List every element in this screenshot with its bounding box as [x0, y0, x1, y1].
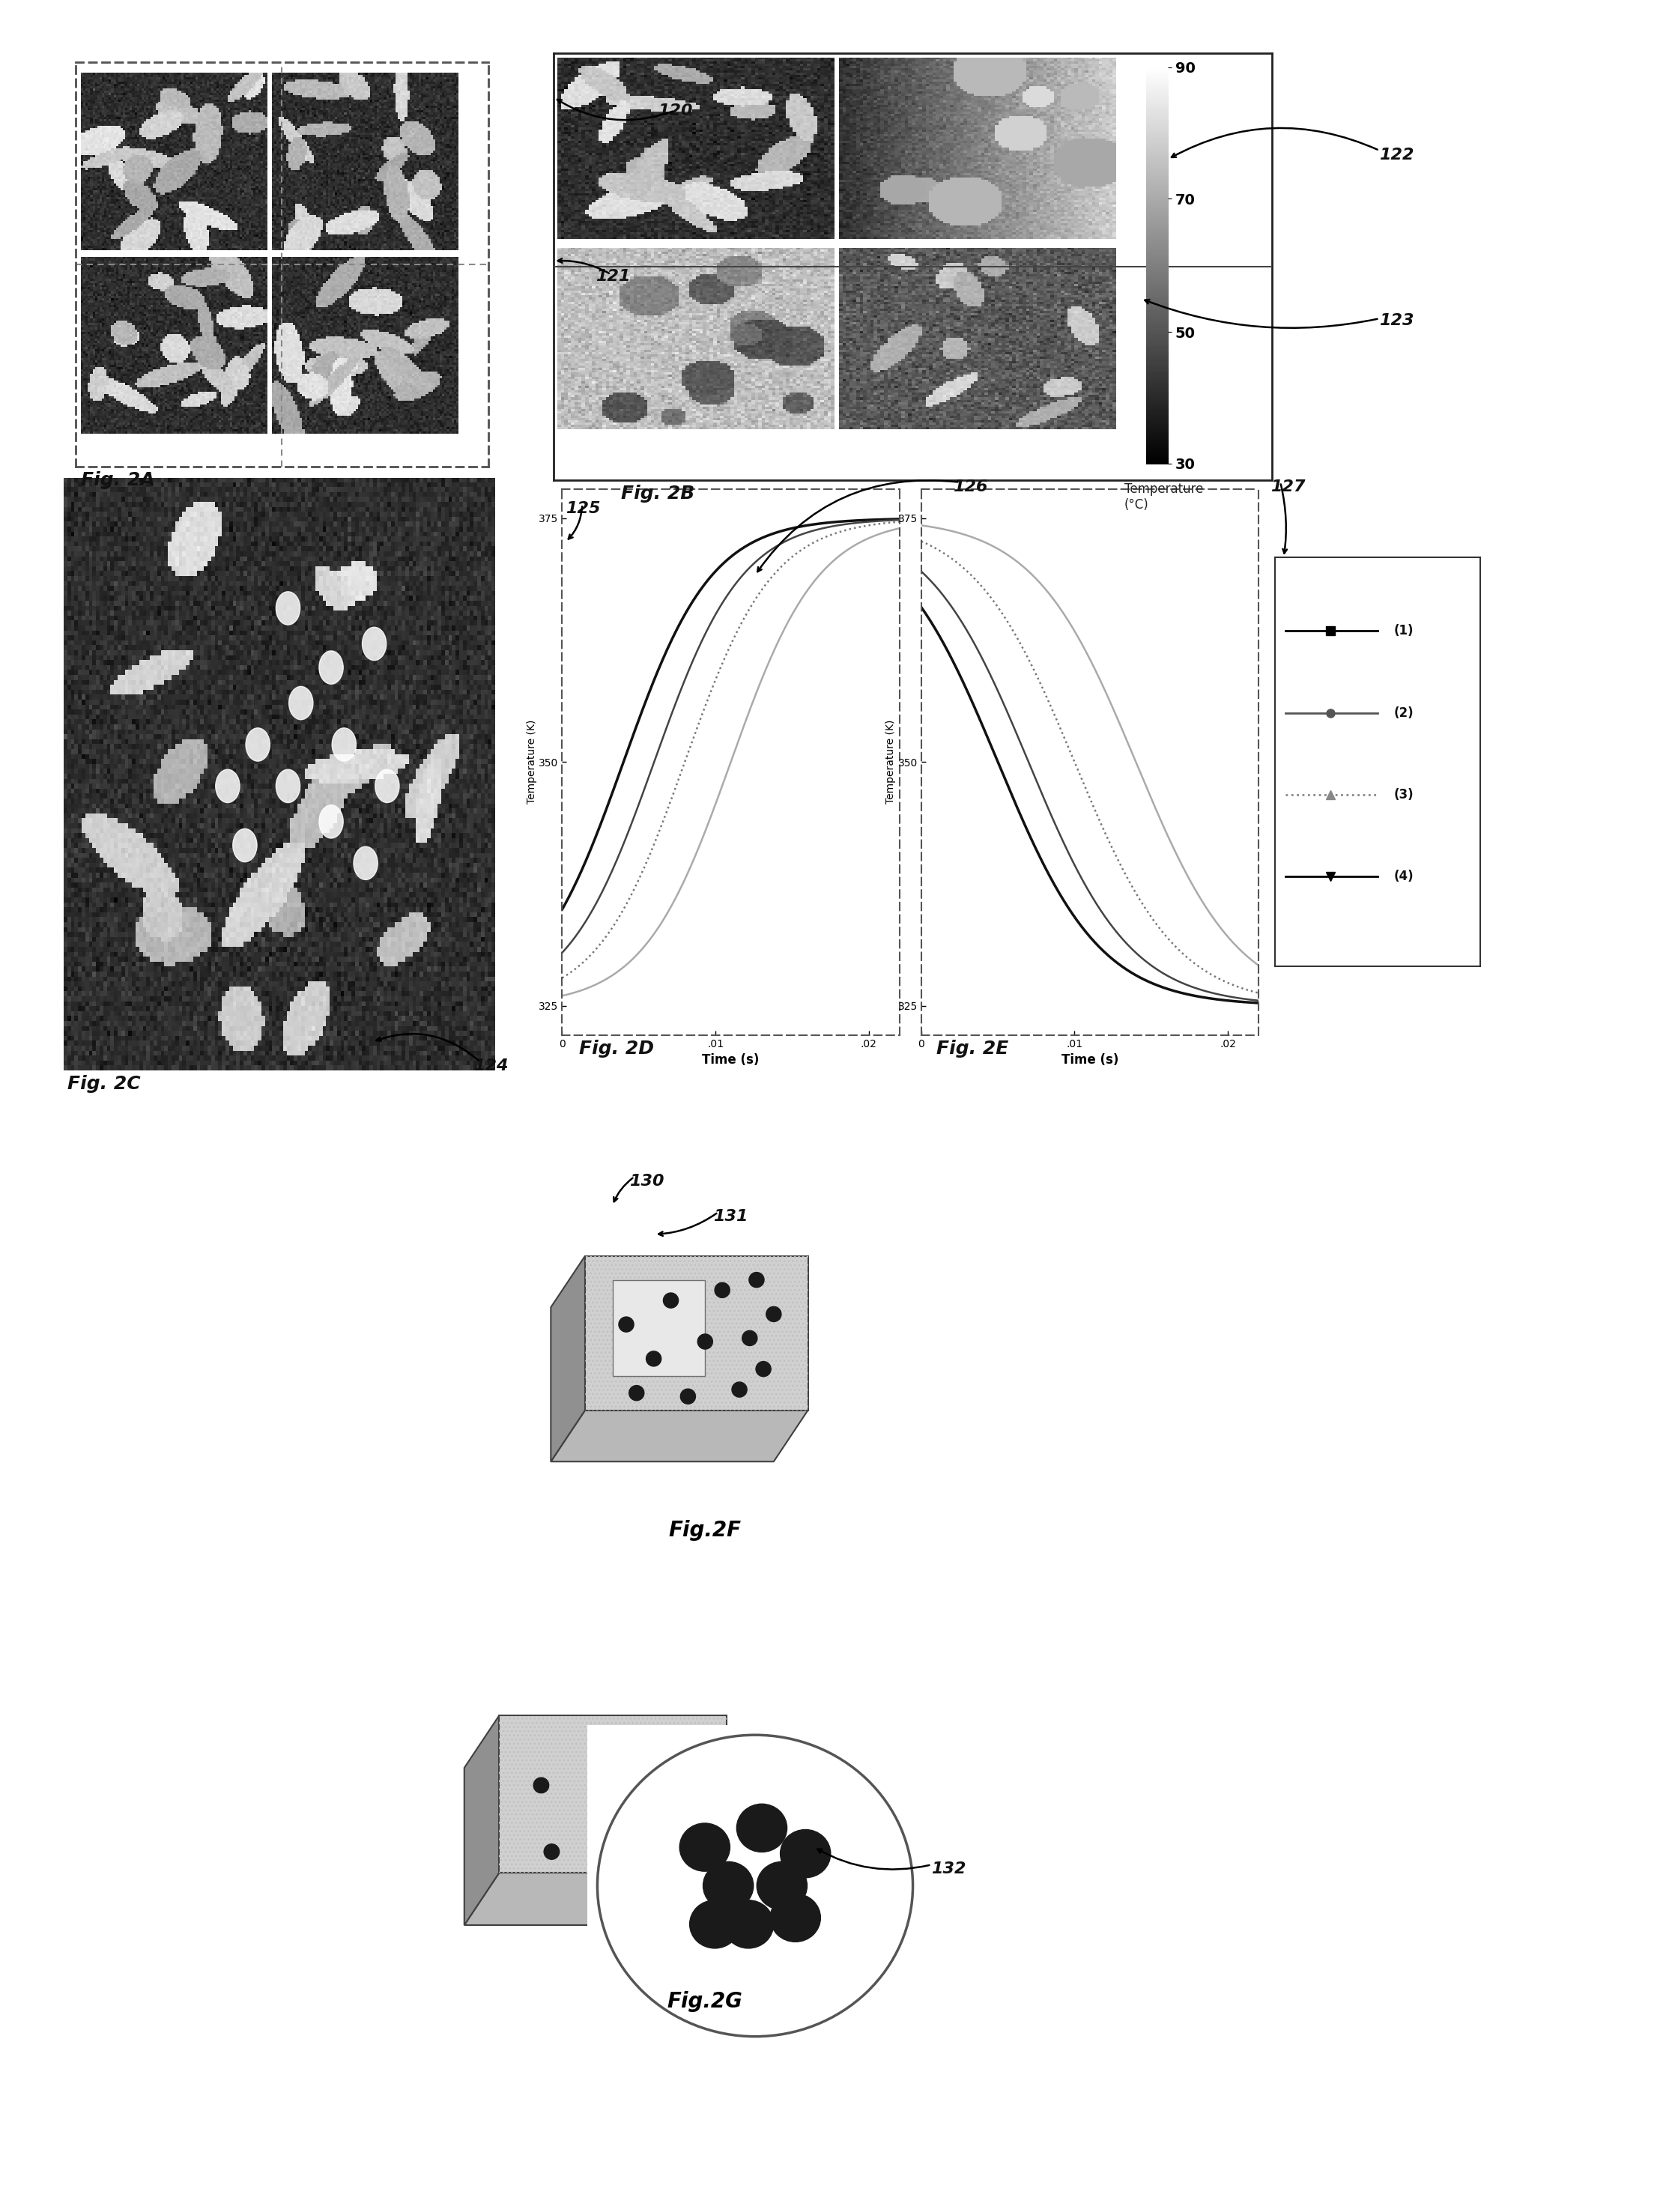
Circle shape	[544, 1845, 559, 1860]
Text: (3): (3)	[1394, 787, 1415, 801]
Text: Fig.2G: Fig.2G	[666, 1991, 743, 2011]
Circle shape	[659, 1836, 675, 1851]
Circle shape	[245, 728, 270, 761]
Circle shape	[742, 1332, 757, 1345]
Text: Fig. 2E: Fig. 2E	[936, 1040, 1008, 1057]
Circle shape	[737, 1805, 787, 1851]
Polygon shape	[586, 1256, 809, 1411]
Circle shape	[690, 1900, 740, 1949]
Circle shape	[275, 591, 300, 624]
Circle shape	[275, 770, 300, 803]
Circle shape	[755, 1360, 770, 1376]
Text: (4): (4)	[1394, 869, 1415, 883]
Text: 132: 132	[931, 1863, 967, 1876]
Text: 124: 124	[473, 1060, 508, 1073]
Circle shape	[233, 830, 257, 863]
Polygon shape	[612, 1281, 705, 1376]
Text: 125: 125	[565, 502, 601, 515]
Text: Fig. 2C: Fig. 2C	[67, 1075, 141, 1093]
Circle shape	[703, 1863, 753, 1909]
Circle shape	[604, 1847, 619, 1863]
Text: 127: 127	[1270, 480, 1305, 493]
Circle shape	[698, 1334, 713, 1349]
X-axis label: Time (s): Time (s)	[701, 1053, 760, 1066]
Polygon shape	[550, 1256, 586, 1462]
Circle shape	[362, 628, 386, 661]
Circle shape	[332, 728, 356, 761]
Circle shape	[748, 1272, 763, 1287]
Text: 120: 120	[658, 104, 693, 117]
Text: Fig. 2D: Fig. 2D	[579, 1040, 654, 1057]
Circle shape	[767, 1307, 782, 1323]
Circle shape	[589, 1767, 604, 1783]
Circle shape	[770, 1893, 821, 1942]
Circle shape	[354, 847, 378, 880]
Text: 121: 121	[596, 270, 631, 283]
Circle shape	[215, 770, 240, 803]
Circle shape	[723, 1900, 774, 1949]
Circle shape	[757, 1863, 807, 1909]
Text: (2): (2)	[1394, 706, 1415, 719]
Circle shape	[680, 1823, 730, 1871]
Circle shape	[619, 1316, 634, 1332]
Text: (1): (1)	[1394, 624, 1415, 637]
Circle shape	[629, 1385, 644, 1400]
Circle shape	[319, 805, 344, 838]
Circle shape	[681, 1389, 695, 1405]
Text: 126: 126	[953, 480, 988, 493]
Text: 130: 130	[629, 1175, 664, 1188]
Circle shape	[597, 1734, 913, 2037]
Polygon shape	[465, 1874, 727, 1924]
Text: Fig. 2B: Fig. 2B	[621, 484, 695, 502]
Text: Temperature
(°C): Temperature (°C)	[1124, 482, 1203, 511]
Text: Fig.2F: Fig.2F	[668, 1520, 742, 1540]
Circle shape	[663, 1292, 678, 1307]
Circle shape	[649, 1754, 664, 1770]
Circle shape	[319, 650, 344, 684]
Y-axis label: Temperature (K): Temperature (K)	[527, 719, 537, 805]
Polygon shape	[500, 1717, 727, 1874]
Polygon shape	[465, 1717, 500, 1924]
Text: 123: 123	[1379, 314, 1415, 327]
Circle shape	[646, 1352, 661, 1367]
Circle shape	[780, 1829, 831, 1878]
Text: 122: 122	[1379, 148, 1415, 161]
Text: 131: 131	[713, 1210, 748, 1223]
Circle shape	[534, 1778, 549, 1794]
Circle shape	[289, 686, 314, 719]
Polygon shape	[550, 1411, 809, 1462]
Circle shape	[376, 770, 399, 803]
Text: Fig. 2A: Fig. 2A	[81, 471, 154, 489]
Circle shape	[715, 1283, 730, 1298]
X-axis label: Time (s): Time (s)	[1060, 1053, 1119, 1066]
Circle shape	[732, 1382, 747, 1398]
Y-axis label: Temperature (K): Temperature (K)	[886, 719, 896, 805]
Circle shape	[676, 1796, 691, 1809]
